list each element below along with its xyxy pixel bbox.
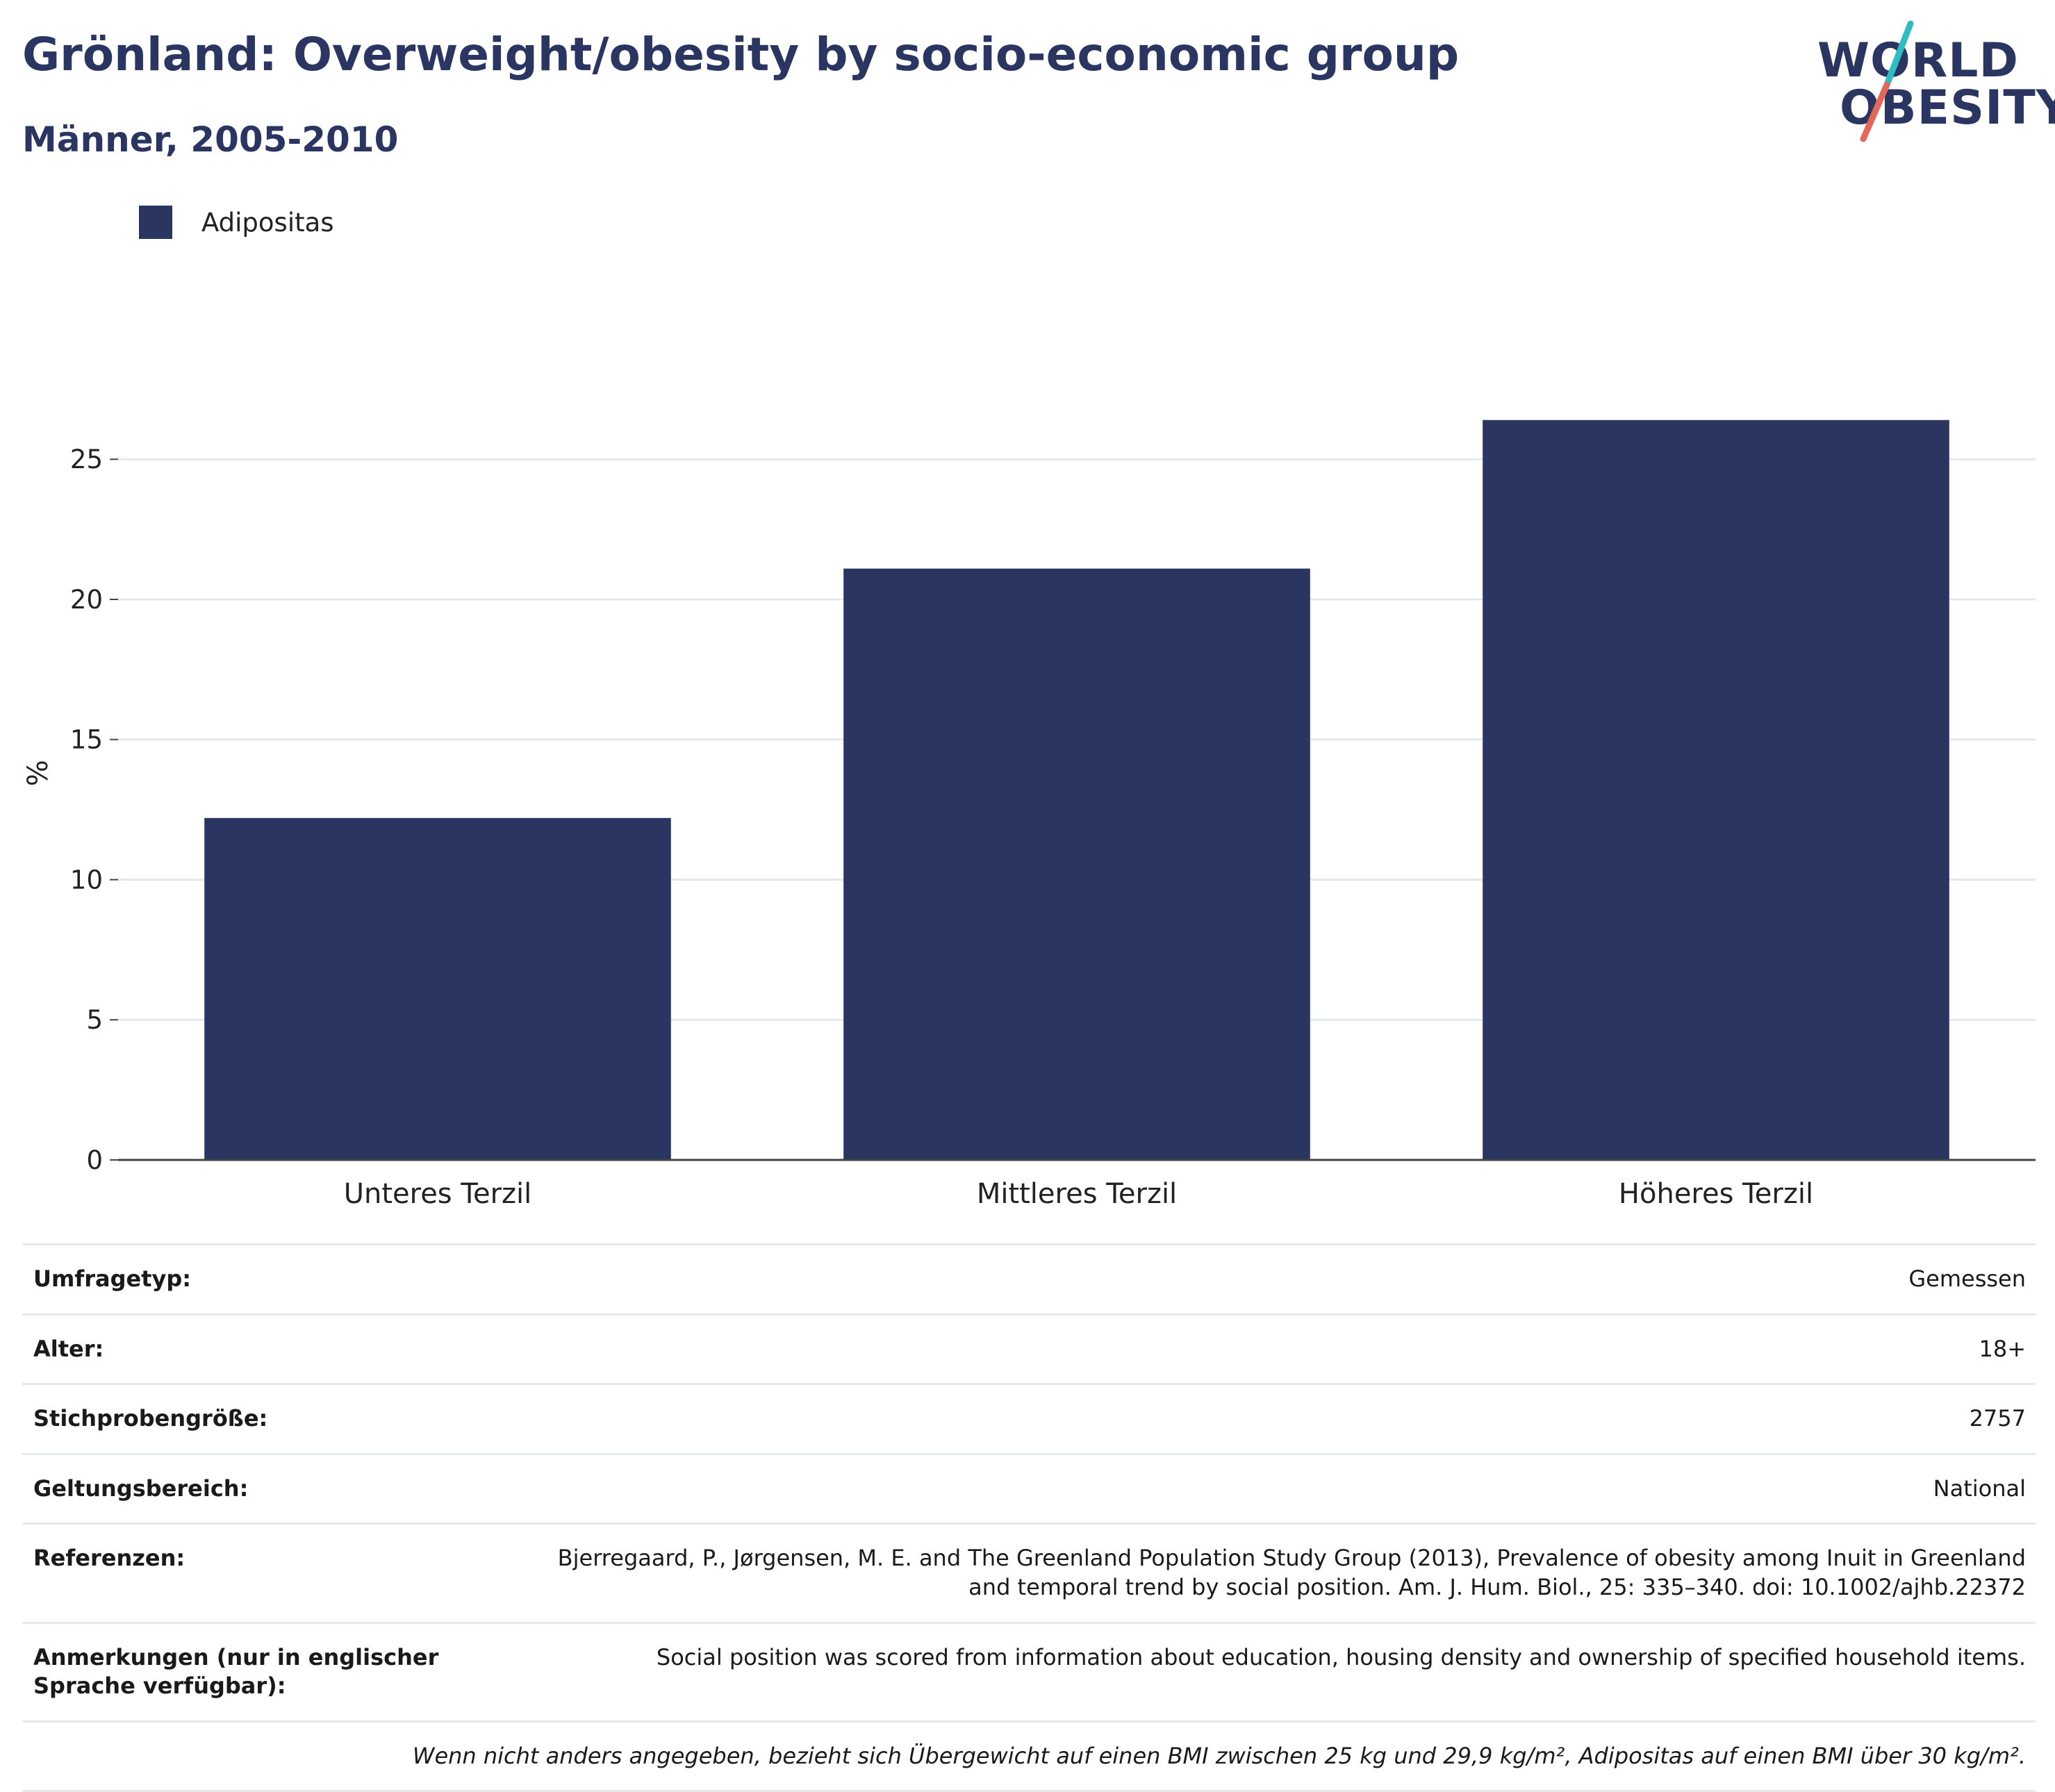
metadata-value: Social position was scored from informat… bbox=[543, 1621, 2036, 1722]
metadata-key: Umfragetyp: bbox=[22, 1243, 543, 1315]
x-tick-label: Mittleres Terzil bbox=[977, 1178, 1177, 1210]
bar-chart: 0 5 10 15 20 25 Unteres Terzil Mittleres Terzil… bbox=[70, 420, 2036, 1210]
y-tick-label: 5 bbox=[86, 1005, 103, 1035]
metadata-key: Alter: bbox=[22, 1313, 543, 1384]
metadata-value: National bbox=[543, 1452, 2036, 1524]
metadata-row: Geltungsbereich: National bbox=[22, 1452, 2036, 1524]
y-tick-label: 20 bbox=[70, 585, 103, 615]
metadata-key: Geltungsbereich: bbox=[22, 1452, 543, 1524]
metadata-row: Anmerkungen (nur in englischer Sprache v… bbox=[22, 1621, 2036, 1722]
legend-swatch bbox=[139, 206, 172, 239]
metadata-value: 2757 bbox=[543, 1383, 2036, 1454]
x-tick-label: Unteres Terzil bbox=[344, 1178, 532, 1210]
metadata-key: Stichprobengröße: bbox=[22, 1383, 543, 1454]
metadata-row: Alter: 18+ bbox=[22, 1313, 2036, 1384]
metadata-key: Referenzen: bbox=[22, 1523, 543, 1623]
metadata-value: Gemessen bbox=[543, 1243, 2036, 1315]
y-tick-label: 0 bbox=[86, 1145, 103, 1175]
logo-word-world: WORLD bbox=[1817, 33, 2019, 88]
world-obesity-logo: WORLD OBESITY bbox=[1806, 21, 2055, 146]
y-tick-label: 25 bbox=[70, 445, 103, 474]
x-tick-label: Höheres Terzil bbox=[1619, 1178, 1813, 1210]
legend-label: Adipositas bbox=[201, 207, 334, 238]
metadata-key: Anmerkungen (nur in englischer Sprache v… bbox=[22, 1621, 543, 1722]
logo-slash-icon bbox=[1860, 21, 1914, 142]
metadata-row: Stichprobengröße: 2757 bbox=[22, 1383, 2036, 1454]
bar[interactable] bbox=[204, 818, 671, 1160]
y-tick-label: 10 bbox=[70, 865, 103, 895]
footnote: Wenn nicht anders angegeben, bezieht sic… bbox=[22, 1720, 2036, 1792]
footnote-row: Wenn nicht anders angegeben, bezieht sic… bbox=[22, 1720, 2036, 1792]
chart-subtitle: Männer, 2005-2010 bbox=[22, 119, 399, 160]
chart-title: Grönland: Overweight/obesity by socio-ec… bbox=[22, 28, 1460, 81]
metadata-value: 18+ bbox=[543, 1313, 2036, 1384]
metadata-row: Umfragetyp: Gemessen bbox=[22, 1243, 2036, 1315]
bar[interactable] bbox=[843, 568, 1310, 1160]
bar[interactable] bbox=[1483, 420, 1949, 1160]
metadata-value: Bjerregaard, P., Jørgensen, M. E. and Th… bbox=[543, 1523, 2036, 1623]
legend: Adipositas bbox=[139, 206, 334, 239]
metadata-row: Referenzen: Bjerregaard, P., Jørgensen, M… bbox=[22, 1523, 2036, 1623]
metadata-table: Umfragetyp: Gemessen Alter: 18+ Stichprobeng… bbox=[22, 1243, 2036, 1792]
y-tick-label: 15 bbox=[70, 725, 103, 755]
